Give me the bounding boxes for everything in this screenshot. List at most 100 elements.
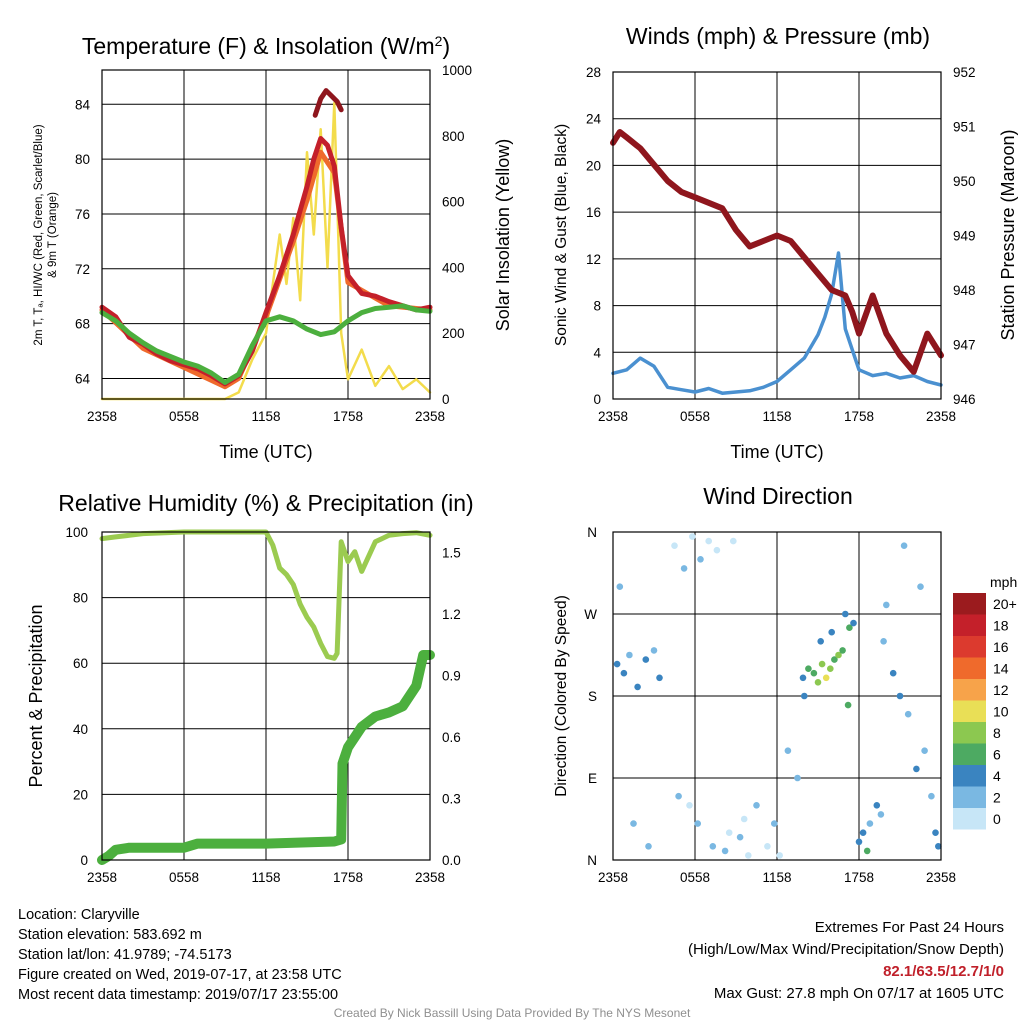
y-tick-label: 72 (75, 262, 90, 277)
winds-panel: Winds (mph) & Pressure (mb) 0 4 8 12 16 20 24 2… (553, 23, 1018, 462)
x-tick-label: 1158 (251, 409, 280, 424)
x-tick-label: 1158 (762, 409, 791, 424)
series-line (611, 251, 943, 395)
scatter-point (626, 651, 633, 659)
scatter-point (935, 843, 942, 850)
direction-series (613, 533, 942, 859)
scatter-point (896, 692, 904, 700)
station-elevation: Station elevation: 583.692 m (18, 927, 202, 943)
scatter-point (697, 556, 704, 563)
series-line (99, 136, 433, 387)
scatter-point (822, 674, 830, 682)
station-info: Location: Claryville Station elevation: … (18, 905, 342, 1005)
legend-swatch (953, 636, 986, 658)
scatter-point (713, 546, 721, 554)
scatter-point (817, 638, 824, 645)
y-tick-label: 8 (593, 299, 601, 314)
temperature-series (99, 88, 433, 401)
scatter-point (850, 619, 857, 627)
direction-ylabel: Direction (Colored By Speed) (553, 595, 570, 797)
scatter-point (810, 669, 818, 677)
y2-tick-label: 0.0 (442, 853, 461, 868)
scatter-point (932, 829, 939, 836)
y2-tick-label: 1.2 (442, 607, 461, 622)
max-gust: Max Gust: 27.8 mph On 07/17 at 1605 UTC (713, 985, 1004, 1002)
scatter-point (764, 843, 771, 850)
scatter-point (680, 565, 688, 572)
scatter-point (844, 701, 852, 709)
y-tick-label: 80 (73, 591, 88, 606)
x-tick-label: 2358 (87, 409, 117, 424)
x-tick-label: 1758 (844, 409, 874, 424)
x-tick-label: 2358 (415, 409, 445, 424)
legend-swatch (953, 765, 986, 787)
y2-tick-label: 952 (953, 65, 976, 80)
scatter-point (630, 820, 637, 827)
x-tick-label: 0558 (169, 870, 199, 885)
scatter-point (613, 660, 621, 668)
extremes-values: 82.1/63.5/12.7/1/0 (883, 963, 1004, 980)
legend-swatch (953, 786, 986, 808)
scatter-point (801, 692, 808, 700)
scatter-point (846, 624, 853, 631)
scatter-point (900, 542, 908, 549)
y-tick-label: 60 (73, 656, 88, 671)
y-tick-label: N (587, 525, 597, 540)
y-tick-label: 20 (586, 158, 601, 173)
x-tick-label: 1758 (333, 409, 363, 424)
legend-label: 8 (993, 725, 1001, 741)
y2-tick-label: 947 (953, 338, 976, 353)
direction-grid (613, 532, 941, 860)
x-tick-label: 0558 (680, 870, 710, 885)
scatter-point (855, 838, 863, 846)
temperature-panel: Temperature (F) & Insolation (W/m2) 64 68… (33, 33, 513, 462)
legend-swatch (953, 593, 986, 615)
scatter-point (705, 537, 712, 545)
y-tick-label: 20 (73, 787, 88, 802)
temperature-xlabel: Time (UTC) (219, 442, 312, 462)
scatter-point (771, 820, 778, 827)
humidity-title: Relative Humidity (%) & Precipitation (i… (58, 490, 473, 516)
winds-series (610, 129, 944, 395)
scatter-point (721, 847, 729, 855)
winds-title: Winds (mph) & Pressure (mb) (626, 23, 930, 49)
scatter-point (620, 669, 628, 677)
scatter-point (656, 674, 663, 682)
series-line (312, 88, 344, 118)
x-tick-label: 0558 (169, 409, 199, 424)
humidity-panel: Relative Humidity (%) & Precipitation (i… (26, 490, 474, 885)
y2-tick-label: 600 (442, 195, 465, 210)
legend-swatch (953, 743, 986, 765)
y-tick-label: 68 (75, 317, 90, 332)
extremes-info: Extremes For Past 24 Hours (High/Low/Max… (688, 917, 1004, 1005)
scatter-point (753, 802, 760, 809)
x-tick-label: 2358 (926, 870, 956, 885)
y-tick-label: 40 (73, 722, 88, 737)
y2-tick-label: 1.5 (442, 546, 461, 561)
extremes-title: Extremes For Past 24 Hours (814, 919, 1004, 936)
y-tick-label: 16 (586, 205, 601, 220)
scatter-point (835, 651, 842, 659)
legend-label: 0 (993, 811, 1001, 827)
scatter-point (776, 852, 783, 859)
legend-swatch (953, 679, 986, 701)
scatter-point (645, 843, 652, 850)
x-tick-label: 2358 (415, 870, 445, 885)
y-tick-label: 0 (593, 392, 601, 407)
y-tick-label: W (584, 607, 597, 622)
x-tick-label: 1158 (762, 870, 791, 885)
legend-swatch (953, 657, 986, 679)
scatter-point (709, 843, 717, 850)
humidity-grid (102, 531, 430, 861)
x-tick-label: 2358 (598, 870, 628, 885)
scatter-point (730, 537, 737, 545)
y-tick-label: 64 (75, 371, 91, 386)
station-latlon: Station lat/lon: 41.9789; -74.5173 (18, 947, 232, 963)
winds-plot-frame (612, 71, 942, 400)
scatter-point (675, 792, 682, 800)
station-location: Location: Claryville (18, 907, 140, 923)
scatter-point (650, 647, 658, 654)
scatter-point (827, 665, 834, 672)
temperature-plot-frame (101, 69, 431, 400)
